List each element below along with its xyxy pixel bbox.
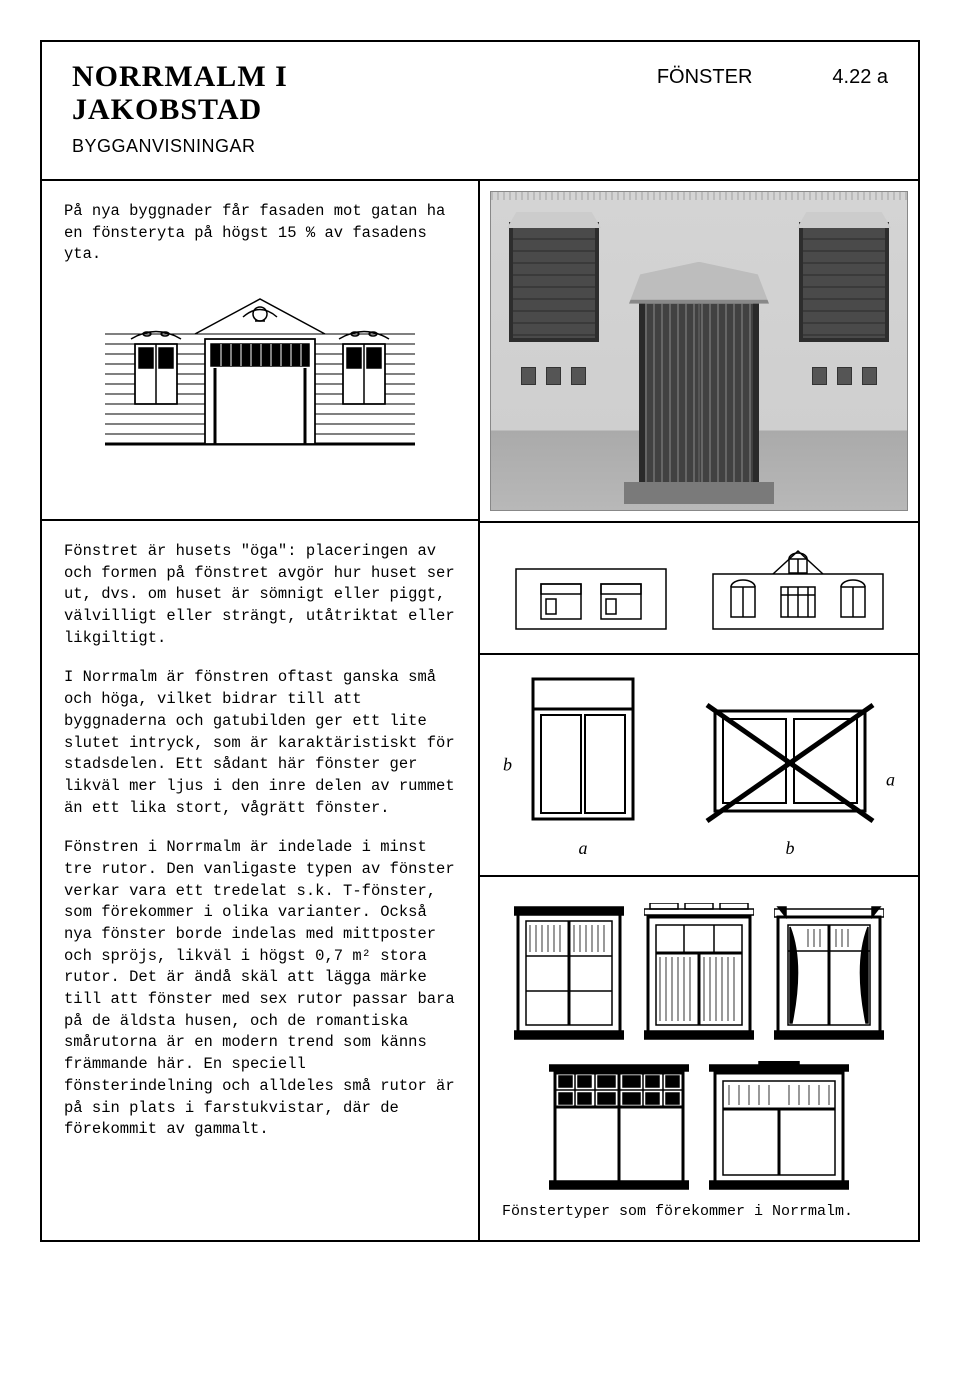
label-b-left: b [503, 755, 512, 776]
header-right: FÖNSTER 4.22 a [657, 60, 888, 89]
paragraph-4: Fönstren i Norrmalm är indelade i minst … [64, 837, 456, 1141]
window-type-six-pane [514, 903, 624, 1043]
facade-elevation-drawing [64, 284, 456, 464]
window-types-grid [492, 893, 906, 1195]
proportion-compare-row: b a [492, 671, 906, 859]
title-line1: NORRMALM I [72, 60, 288, 93]
label-b-bottom-right: b [705, 838, 875, 859]
cell-photo [480, 181, 918, 523]
window-type-t-three-top [644, 903, 754, 1043]
section-code: 4.22 a [832, 66, 888, 89]
title-line2: JAKOBSTAD [72, 93, 262, 126]
facade-svg [95, 284, 425, 464]
header-left: NORRMALM I JAKOBSTAD BYGGANVISNINGAR [72, 60, 288, 157]
label-a-bottom-left: a [523, 838, 643, 859]
label-a-right: a [886, 770, 895, 791]
header: NORRMALM I JAKOBSTAD BYGGANVISNINGAR FÖN… [42, 42, 918, 181]
window-type-with-curtains [774, 903, 884, 1043]
section-name: FÖNSTER [657, 66, 753, 89]
tall-window-correct: b a [523, 671, 643, 859]
cell-bodytext: Fönstret är husets "öga": placeringen av… [42, 521, 478, 1240]
column-right: b a [480, 181, 918, 1240]
photo-window-left [509, 222, 599, 342]
cell-house-diagrams [480, 523, 918, 655]
house-comparison-row [492, 539, 906, 639]
cell-window-types: Fönstertyper som förekommer i Norrmalm. [480, 877, 918, 1240]
wide-window-incorrect: a b [705, 701, 875, 859]
paragraph-2: Fönstret är husets "öga": placeringen av… [64, 541, 456, 649]
paragraph-3: I Norrmalm är fönstren oftast ganska små… [64, 667, 456, 819]
photo-window-right [799, 222, 889, 342]
photo-step [624, 482, 774, 504]
cell-intro: På nya byggnader får fasaden mot gatan h… [42, 181, 478, 521]
entrance-photo [490, 191, 908, 511]
house-large-windows [506, 539, 676, 639]
window-types-caption: Fönstertyper som förekommer i Norrmalm. [492, 1203, 906, 1224]
document-page: NORRMALM I JAKOBSTAD BYGGANVISNINGAR FÖN… [40, 40, 920, 1242]
paragraph-1: På nya byggnader får fasaden mot gatan h… [64, 201, 456, 266]
house-small-windows [703, 539, 893, 639]
doc-subtitle: BYGGANVISNINGAR [72, 136, 288, 157]
window-type-smallpane-top [549, 1061, 689, 1191]
column-left: På nya byggnader får fasaden mot gatan h… [42, 181, 480, 1240]
content-grid: På nya byggnader får fasaden mot gatan h… [42, 181, 918, 1240]
photo-door [639, 298, 759, 488]
cell-window-proportions: b a [480, 655, 918, 877]
window-type-t-simple [709, 1061, 849, 1191]
doc-title: NORRMALM I JAKOBSTAD [72, 60, 288, 126]
